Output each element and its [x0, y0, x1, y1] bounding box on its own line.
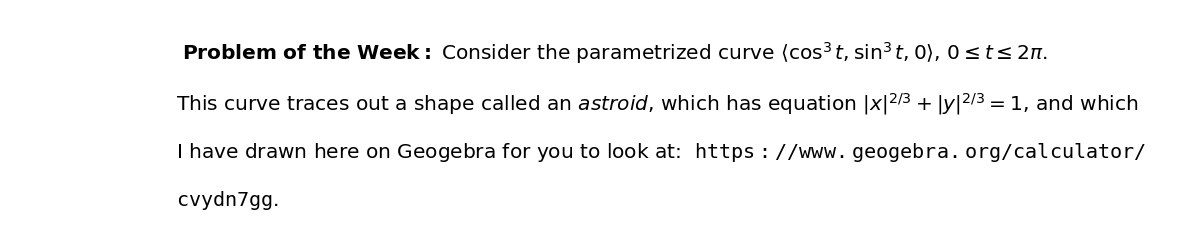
Text: I have drawn here on Geogebra for you to look at:  $\mathtt{https://www.geogebra: I have drawn here on Geogebra for you to… — [176, 141, 1146, 164]
Text: $\mathtt{cvydn7gg}$.: $\mathtt{cvydn7gg}$. — [176, 189, 280, 212]
Text: $\mathbf{Problem\ of\ the\ Week:}$ Consider the parametrized curve $\langle\cos^: $\mathbf{Problem\ of\ the\ Week:}$ Consi… — [182, 41, 1048, 66]
Text: This curve traces out a shape called an $\mathit{astroid}$, which has equation $: This curve traces out a shape called an … — [176, 91, 1139, 117]
